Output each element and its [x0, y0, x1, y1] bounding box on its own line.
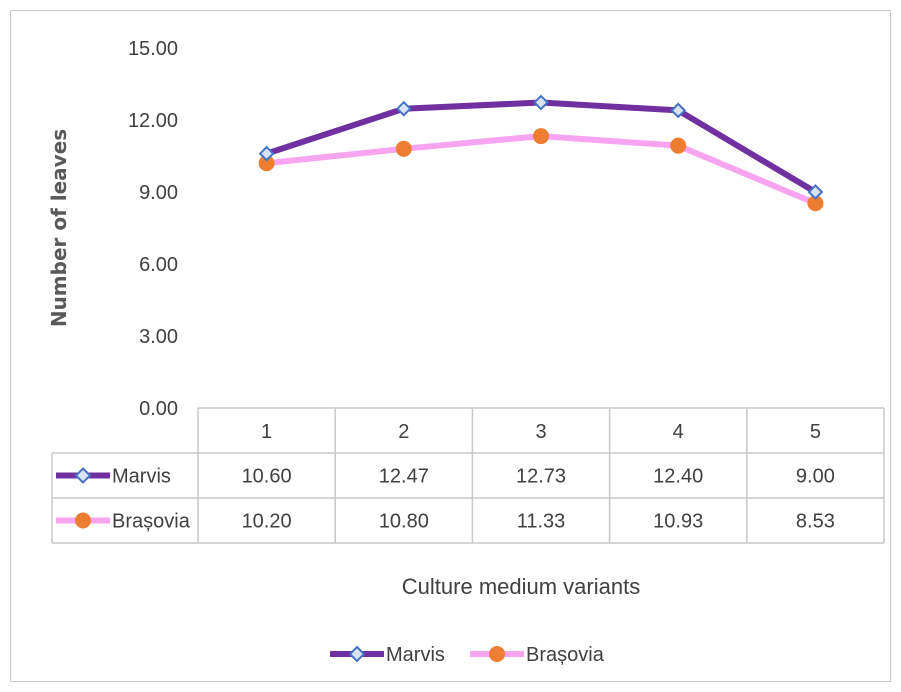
series-line-marvis	[263, 99, 819, 195]
table-value: 8.53	[796, 511, 835, 533]
table-value: 12.47	[379, 466, 429, 488]
data-point	[533, 128, 549, 145]
x-axis-label: Culture medium variants	[402, 574, 640, 599]
data-point	[395, 100, 412, 117]
table-value: 10.93	[653, 511, 703, 533]
y-tick-label: 3.00	[139, 326, 178, 348]
data-point	[807, 184, 824, 200]
data-table: 1 2 3 4 5 Marvis 10.60 12.47 12.73 12.40 9.00 Brașo…	[51, 407, 885, 544]
y-axis-label: Number of leaves	[47, 129, 71, 327]
table-value: 10.60	[242, 466, 292, 488]
chart-frame	[10, 10, 891, 682]
table-value: 10.20	[242, 511, 292, 533]
data-point	[533, 94, 549, 111]
x-category-label: 5	[810, 421, 821, 443]
legend: Marvis Brașovia	[330, 644, 605, 666]
table-value: 11.33	[517, 511, 566, 533]
x-category-label: 3	[535, 421, 546, 443]
table-value: 12.40	[653, 466, 703, 488]
legend-label: Brașovia	[526, 644, 605, 666]
table-value: 9.00	[796, 466, 835, 488]
y-tick-label: 9.00	[139, 182, 178, 204]
legend-label: Marvis	[386, 644, 445, 666]
legend-key-marker	[74, 467, 92, 484]
series-markers	[258, 94, 824, 212]
series-lines	[263, 99, 819, 207]
data-point	[670, 137, 687, 154]
legend-key-marker	[75, 512, 91, 529]
y-axis-ticks: 15.00 12.00 9.00 6.00 3.00 0.00	[128, 38, 178, 420]
table-series-name: Brașovia	[112, 511, 191, 533]
y-tick-label: 0.00	[139, 398, 178, 420]
x-category-label: 1	[261, 421, 272, 443]
data-point	[258, 145, 275, 162]
y-tick-label: 15.00	[128, 38, 178, 60]
legend-key-marker	[489, 646, 505, 662]
y-tick-label: 12.00	[128, 110, 178, 132]
data-point	[670, 102, 687, 119]
table-series-name: Marvis	[112, 466, 171, 488]
table-value: 10.80	[379, 511, 429, 533]
y-tick-label: 6.00	[139, 254, 178, 276]
data-point	[395, 140, 412, 157]
table-value: 12.73	[516, 466, 566, 488]
legend-key-marker	[348, 645, 366, 663]
x-category-label: 2	[398, 421, 409, 443]
x-category-label: 4	[673, 421, 684, 443]
